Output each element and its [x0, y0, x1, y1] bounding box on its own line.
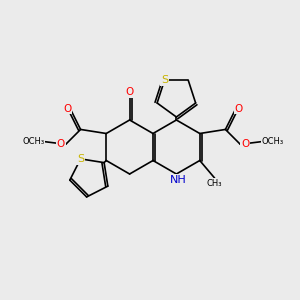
- Text: CH₃: CH₃: [207, 178, 222, 188]
- Text: OCH₃: OCH₃: [22, 137, 44, 146]
- Text: O: O: [241, 139, 249, 149]
- Text: OCH₃: OCH₃: [262, 137, 284, 146]
- Text: NH: NH: [170, 175, 187, 185]
- Text: S: S: [161, 75, 168, 85]
- Text: O: O: [63, 103, 71, 113]
- Text: O: O: [125, 87, 134, 97]
- Text: S: S: [77, 154, 84, 164]
- Text: O: O: [57, 139, 65, 149]
- Text: O: O: [235, 103, 243, 113]
